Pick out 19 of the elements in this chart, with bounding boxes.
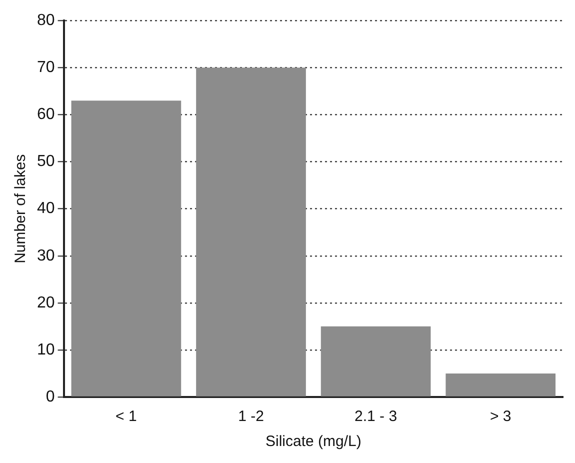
y-tick-label: 20 — [37, 294, 55, 312]
x-tick-label: < 1 — [116, 408, 137, 426]
x-axis-title: Silicate (mg/L) — [265, 433, 362, 450]
x-tick-label: > 3 — [490, 408, 512, 426]
x-tick-label: 2.1 - 3 — [354, 408, 398, 426]
bar — [446, 373, 556, 396]
y-tick-label: 30 — [37, 247, 55, 264]
bar — [196, 68, 306, 396]
bar — [320, 326, 431, 396]
y-tick-label: 60 — [37, 106, 55, 124]
y-tick-label: 10 — [37, 341, 55, 358]
x-tick-label: 1 -2 — [238, 408, 264, 426]
y-tick-label: 80 — [37, 12, 55, 30]
bar — [71, 100, 182, 396]
y-tick-label: 50 — [37, 153, 55, 170]
y-tick-label: 40 — [37, 200, 55, 218]
y-tick-label: 0 — [46, 388, 55, 406]
y-axis-title: Number of lakes — [12, 154, 30, 264]
y-tick-label: 70 — [37, 59, 55, 76]
